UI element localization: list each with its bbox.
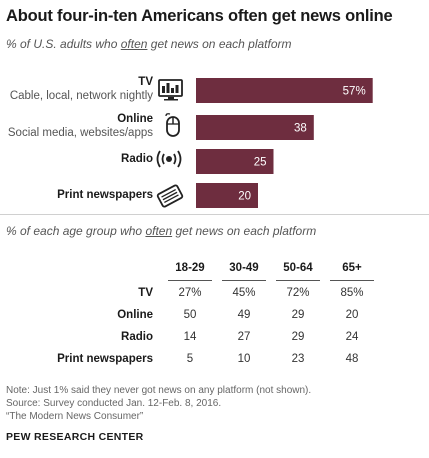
category-subtitle: Social media, websites/apps	[7, 127, 153, 139]
source-text: Source: Survey conducted Jan. 12-Feb. 8,…	[6, 398, 222, 409]
table-cell: 85%	[340, 287, 364, 299]
table-subtitle: % of each age group who often get news o…	[6, 224, 316, 238]
category-name: Online	[117, 113, 153, 125]
table-cell: 24	[345, 331, 359, 343]
note-text: Note: Just 1% said they never got news o…	[6, 385, 312, 396]
category-label-print: Print newspapers	[57, 189, 153, 202]
platform-bar-chart: 57% 38 25 20	[196, 78, 373, 208]
bar-value-label: 57%	[343, 86, 366, 98]
category-subtitle: Cable, local, network nightly	[9, 90, 153, 102]
column-header: 30-49	[229, 262, 259, 274]
subtitle-post: get news on each platform	[147, 37, 292, 51]
bar-value-label: 20	[238, 191, 251, 203]
bar-value-label: 25	[254, 157, 267, 169]
tv-icon	[158, 79, 183, 101]
column-rule	[222, 280, 266, 281]
source-organization: PEW RESEARCH CENTER	[6, 431, 144, 443]
report-title-text: “The Modern News Consumer”	[6, 411, 144, 422]
category-label-online: Online Social media, websites/apps	[8, 113, 153, 140]
subtitle-emph: often	[120, 37, 148, 51]
chart-subtitle: % of U.S. adults who often get news on e…	[6, 37, 292, 51]
table-subtitle-emph: often	[145, 224, 173, 238]
section-divider	[0, 214, 429, 215]
table-cell: 49	[237, 309, 251, 321]
row-label: TV	[138, 287, 153, 299]
table-cell: 45%	[232, 287, 256, 299]
table-cell: 23	[291, 353, 305, 365]
radio-icon	[156, 150, 182, 168]
bar-value-label: 38	[294, 123, 307, 135]
table-cell: 14	[183, 331, 197, 343]
bar-online	[196, 115, 314, 140]
subtitle-pre: % of U.S. adults who	[6, 37, 121, 51]
category-name: TV	[138, 76, 153, 88]
table-cell: 27%	[178, 287, 202, 299]
table-cell: 27	[237, 331, 251, 343]
column-header: 18-29	[175, 262, 205, 274]
column-header: 65+	[342, 262, 362, 274]
bar-print-newspapers	[196, 183, 258, 208]
table-subtitle-post: get news on each platform	[172, 224, 317, 238]
table-cell: 29	[291, 331, 305, 343]
table-cell: 10	[237, 353, 251, 365]
newspaper-icon	[156, 184, 184, 208]
table-subtitle-pre: % of each age group who	[6, 224, 146, 238]
table-cell: 50	[183, 309, 197, 321]
bar-radio	[196, 149, 274, 174]
row-label: Print newspapers	[57, 353, 153, 365]
bar-tv	[196, 78, 373, 103]
row-label: Radio	[121, 331, 153, 343]
table-cell: 48	[345, 353, 359, 365]
table-cell: 20	[345, 309, 359, 321]
table-cell: 72%	[286, 287, 310, 299]
table-cell: 29	[291, 309, 305, 321]
category-label-radio: Radio	[121, 153, 153, 166]
column-rule	[168, 280, 212, 281]
category-name: Print newspapers	[57, 189, 153, 201]
chart-title: About four-in-ten Americans often get ne…	[6, 7, 393, 25]
column-header: 50-64	[283, 262, 313, 274]
table-cell: 5	[186, 353, 194, 365]
category-label-tv: TV Cable, local, network nightly	[10, 76, 153, 103]
column-rule	[276, 280, 320, 281]
row-label: Online	[117, 309, 153, 321]
mouse-icon	[165, 113, 180, 137]
category-name: Radio	[121, 153, 153, 165]
column-rule	[330, 280, 374, 281]
